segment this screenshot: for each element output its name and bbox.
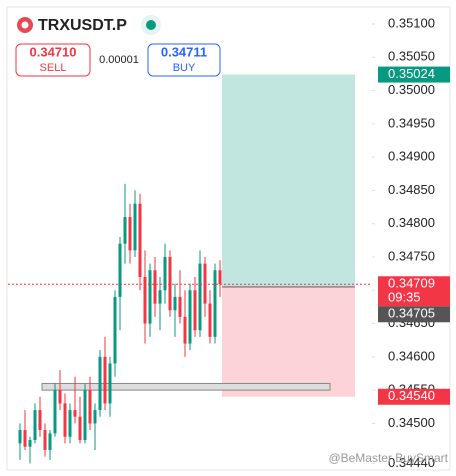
candle-body — [43, 430, 47, 451]
candle-body — [83, 390, 87, 441]
candle-body — [93, 410, 97, 424]
take-profit-tag-label: 0.35024 — [388, 66, 435, 81]
candle-body — [133, 203, 137, 251]
candle-body — [68, 410, 72, 437]
candle-body — [153, 270, 157, 304]
last-price-tag-label: 0.34709 — [388, 276, 435, 291]
candle-body — [88, 390, 92, 424]
stop-loss-tag-label: 0.34540 — [388, 388, 435, 403]
candle-body — [188, 290, 192, 344]
candle-body — [148, 270, 152, 324]
y-tick-label: 0.35000 — [388, 82, 435, 97]
candle-body — [168, 256, 172, 311]
stop-loss-tag — [378, 388, 450, 405]
candle-body — [118, 243, 122, 297]
candle-body — [53, 390, 57, 434]
stop-loss-zone — [222, 286, 355, 397]
y-tick-label: 0.34750 — [388, 248, 435, 263]
symbol-logo-inner — [21, 21, 29, 29]
candle-body — [63, 403, 67, 437]
candle-body — [73, 410, 77, 417]
sell-label: SELL — [40, 62, 67, 74]
candle-body — [178, 296, 182, 317]
candle-body — [198, 263, 202, 331]
candle-body — [193, 290, 197, 331]
candle-body — [103, 356, 107, 404]
candle-body — [173, 296, 177, 311]
y-tick-label: 0.35100 — [388, 15, 435, 30]
candle-body — [143, 276, 147, 324]
take-profit-zone — [222, 74, 355, 287]
y-tick-label: 0.34950 — [388, 115, 435, 130]
candle-body — [33, 410, 37, 441]
y-tick-label: 0.34900 — [388, 149, 435, 164]
status-dot — [146, 20, 156, 30]
candle-body — [128, 217, 132, 251]
candle-body — [158, 290, 162, 304]
buy-button[interactable] — [147, 43, 221, 77]
entry-tag-label: 0.34705 — [388, 306, 435, 321]
y-tick-label: 0.35050 — [388, 49, 435, 64]
entry-tag — [378, 306, 450, 323]
candle-body — [48, 433, 52, 451]
symbol: TRXUSDT.P — [38, 17, 127, 34]
y-tick-label: 0.34850 — [388, 182, 435, 197]
candle-body — [183, 316, 187, 344]
sell-button[interactable] — [15, 43, 91, 77]
candle-body — [98, 356, 102, 411]
buy-price: 0.34711 — [161, 44, 207, 59]
sell-price: 0.34710 — [30, 44, 77, 59]
countdown: 09:35 — [388, 290, 421, 305]
candle-body — [208, 303, 212, 337]
chart-frame — [6, 6, 451, 471]
y-tick-label: 0.34500 — [388, 415, 435, 430]
candle-body — [23, 430, 27, 447]
candle-body — [58, 390, 62, 404]
candle-body — [138, 203, 142, 277]
y-tick-label: 0.34800 — [388, 215, 435, 230]
y-tick-label: 0.34600 — [388, 348, 435, 363]
candle-body — [213, 270, 217, 337]
candle-body — [123, 217, 127, 244]
candle-body — [38, 410, 42, 431]
candle-body — [113, 296, 117, 364]
candle-body — [203, 263, 207, 304]
candle-body — [18, 430, 22, 444]
price-zone — [41, 382, 331, 391]
candle-body — [28, 440, 32, 447]
spread: 0.00001 — [99, 54, 139, 66]
candle-body — [218, 270, 222, 285]
candle-body — [108, 363, 112, 404]
y-tick-label: 0.34440 — [388, 455, 435, 470]
take-profit-tag — [378, 66, 450, 83]
watermark: @BeMaster BuySmart — [328, 451, 448, 465]
candle-body — [163, 256, 167, 291]
last-price-tag — [378, 276, 450, 307]
candle-body — [78, 416, 82, 441]
buy-label: BUY — [173, 62, 196, 74]
